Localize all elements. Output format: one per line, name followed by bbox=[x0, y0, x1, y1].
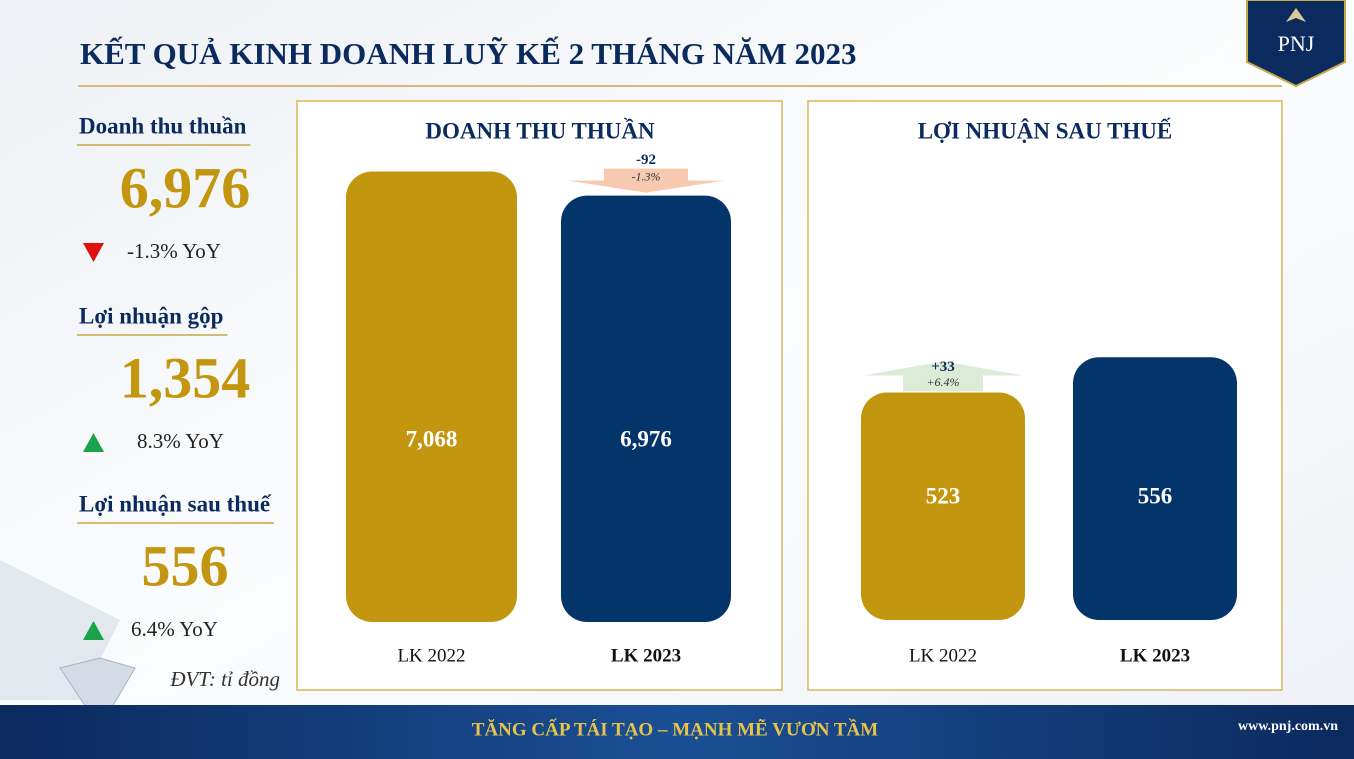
unit-note: ĐVT: tỉ đồng bbox=[169, 667, 280, 691]
category-label: LK 2022 bbox=[909, 645, 977, 666]
change-pct: +6.4% bbox=[926, 375, 959, 389]
change-pct: -1.3% bbox=[632, 169, 661, 183]
kpi-label: Doanh thu thuần bbox=[79, 113, 247, 138]
category-label: LK 2023 bbox=[611, 645, 681, 666]
logo-text: PNJ bbox=[1278, 31, 1315, 56]
kpi-change: 6.4% YoY bbox=[131, 617, 218, 641]
value-label: 523 bbox=[926, 483, 961, 508]
bar bbox=[346, 171, 517, 622]
website: www.pnj.com.vn bbox=[1238, 719, 1338, 734]
change-arrow bbox=[568, 168, 724, 193]
logo-mark bbox=[1286, 8, 1306, 22]
category-label: LK 2023 bbox=[1120, 645, 1190, 666]
logo-badge bbox=[1246, 0, 1346, 88]
chart-title: DOANH THU THUẦN bbox=[425, 117, 655, 143]
bar bbox=[861, 392, 1025, 620]
change-arrow bbox=[863, 361, 1023, 392]
kpi-change: -1.3% YoY bbox=[127, 239, 221, 263]
kpi-value: 6,976 bbox=[120, 155, 251, 220]
kpi-value: 1,354 bbox=[120, 345, 251, 410]
kpi-change: 8.3% YoY bbox=[137, 429, 224, 453]
title: KẾT QUẢ KINH DOANH LUỸ KẾ 2 THÁNG NĂM 20… bbox=[80, 35, 857, 71]
value-label: 7,068 bbox=[406, 426, 458, 451]
change-value: -92 bbox=[636, 152, 656, 168]
trend-up bbox=[83, 621, 104, 640]
slogan: TĂNG CẤP TÁI TẠO – MẠNH MẼ VƯƠN TẦM bbox=[472, 718, 878, 740]
bar bbox=[561, 195, 731, 623]
value-label: 556 bbox=[1138, 483, 1173, 508]
kpi-label: Lợi nhuận gộp bbox=[79, 303, 223, 328]
kpi-value: 556 bbox=[142, 533, 229, 598]
kpi-label: Lợi nhuận sau thuế bbox=[79, 491, 272, 516]
value-label: 6,976 bbox=[620, 426, 672, 451]
trend-up bbox=[83, 433, 104, 452]
change-value: +33 bbox=[931, 359, 955, 375]
bar bbox=[1073, 357, 1237, 620]
trend-down bbox=[83, 243, 104, 262]
chart-title: LỢI NHUẬN SAU THUẾ bbox=[918, 117, 1173, 143]
footer-band bbox=[0, 705, 1354, 759]
category-label: LK 2022 bbox=[397, 645, 465, 666]
